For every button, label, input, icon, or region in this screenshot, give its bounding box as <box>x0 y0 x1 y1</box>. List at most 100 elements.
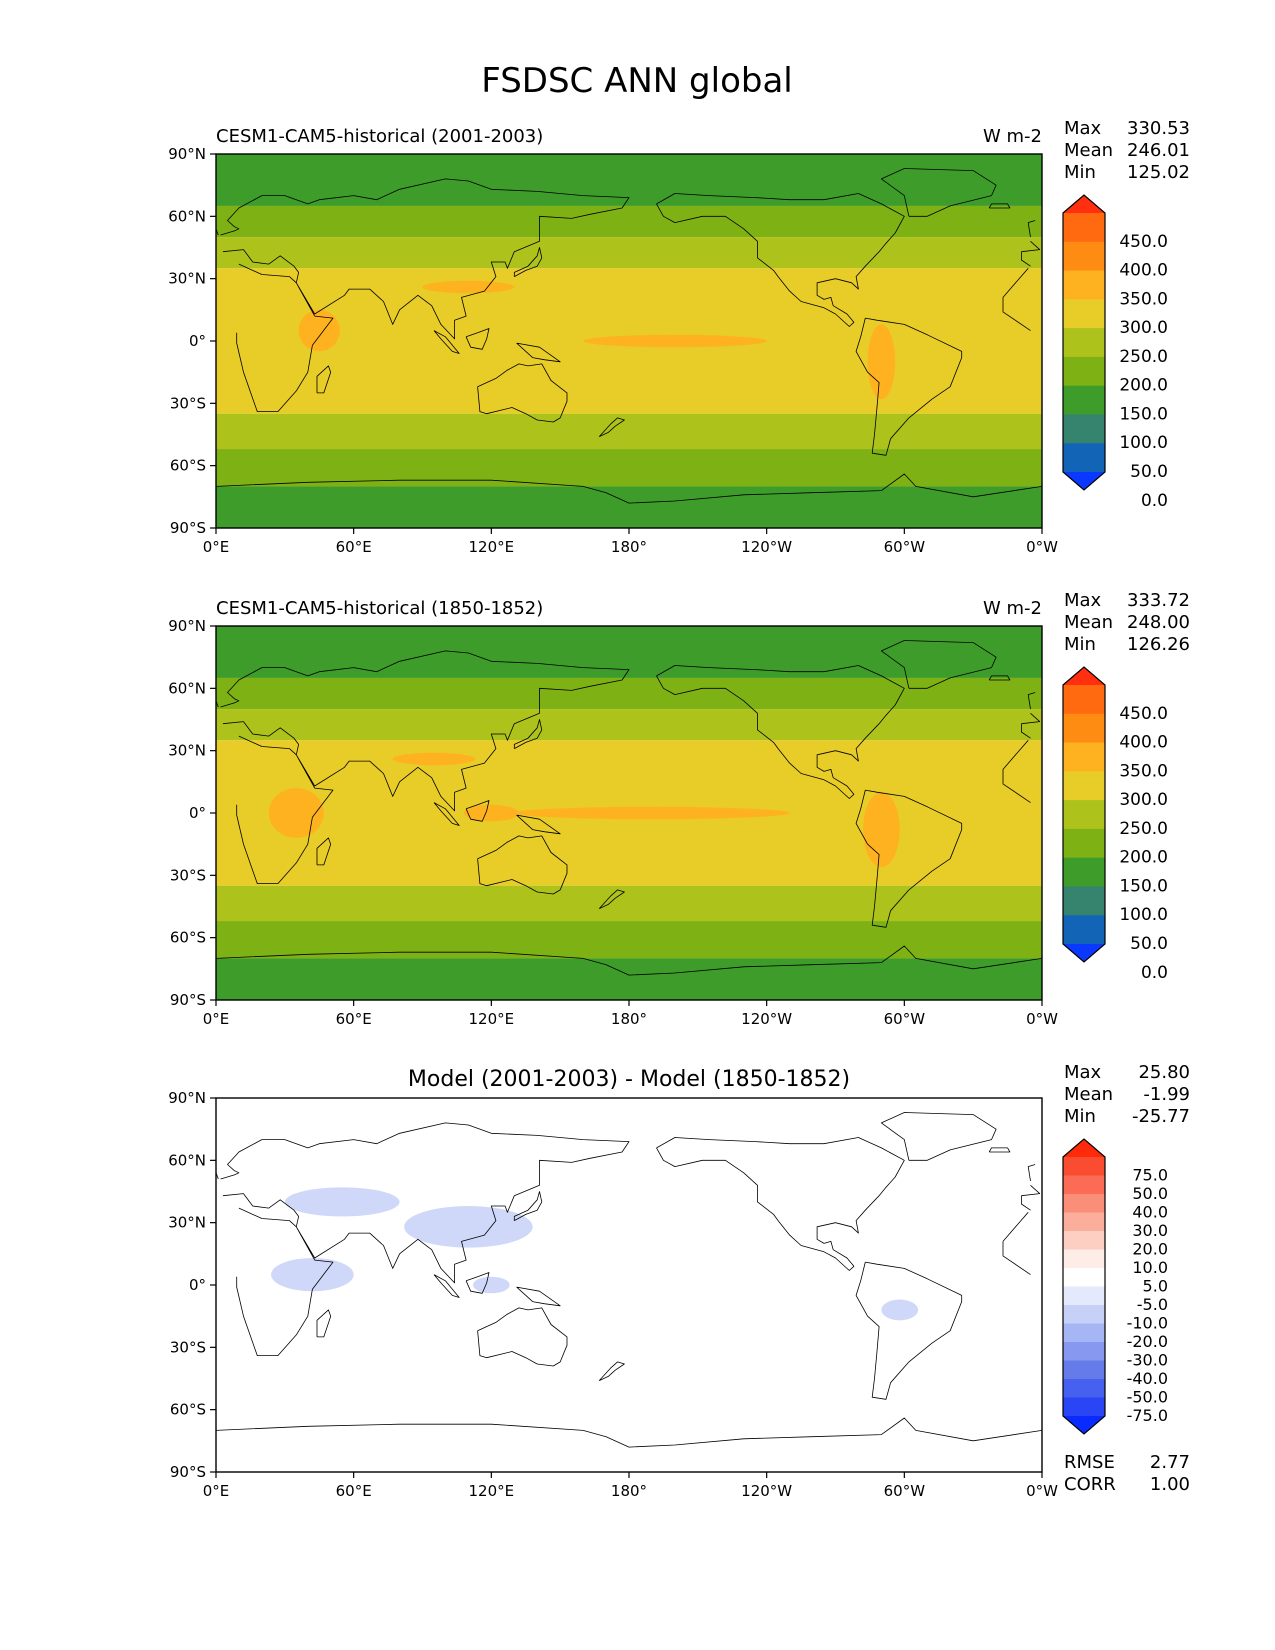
colorbar-label: 5.0 <box>1143 1277 1168 1296</box>
x-tick-label: 60°E <box>336 538 372 556</box>
y-tick-label: 90°S <box>170 519 206 537</box>
field-region <box>271 1257 354 1292</box>
field-region <box>583 334 767 348</box>
colorbar-label: 75.0 <box>1132 1166 1168 1185</box>
stat-value: 25.80 <box>1138 1062 1190 1083</box>
colorbar-label: 200.0 <box>1119 848 1168 868</box>
colorbar-label: 350.0 <box>1119 289 1168 309</box>
y-tick-label: 60°S <box>170 1401 206 1419</box>
colorbar-label: 400.0 <box>1119 733 1168 753</box>
panel-title: CESM1-CAM5-historical (1850-1852) <box>216 598 543 619</box>
map-panel-1: 0°E 60°E 120°E 180° 120°W 60°W 0°W 90°N 60°N 30°N… <box>168 118 1190 556</box>
field-region <box>867 324 896 400</box>
colorbar-swatch <box>1063 886 1105 916</box>
colorbar-label: 400.0 <box>1119 261 1168 281</box>
colorbar-label: 450.0 <box>1119 232 1168 252</box>
colorbar-label: 100.0 <box>1119 905 1168 925</box>
colorbar-extend-low <box>1063 944 1105 962</box>
field-region <box>472 1276 510 1294</box>
field-region <box>268 788 324 838</box>
zonal-band <box>216 921 1042 959</box>
map-field <box>216 154 1042 528</box>
panel-title: Model (2001-2003) - Model (1850-1852) <box>408 1067 850 1092</box>
stat-label: Mean <box>1064 140 1113 161</box>
coastlines <box>216 640 1042 976</box>
panels: 0°E 60°E 120°E 180° 120°W 60°W 0°W 90°N 60°N 30°N… <box>168 118 1190 1500</box>
colorbar-swatch <box>1063 1397 1105 1417</box>
colorbar-swatch <box>1063 828 1105 859</box>
colorbar-label: 300.0 <box>1119 790 1168 810</box>
stat-label: Max <box>1064 1062 1102 1083</box>
colorbar-label: 10.0 <box>1132 1258 1168 1277</box>
stat-value: 330.53 <box>1127 118 1190 139</box>
stat-value: 333.72 <box>1127 590 1190 611</box>
stat-value: -25.77 <box>1132 1106 1190 1127</box>
colorbar-label: 40.0 <box>1132 1203 1168 1222</box>
y-tick-label: 90°S <box>170 1463 206 1481</box>
colorbar-label: 200.0 <box>1119 376 1168 396</box>
stat-label: Min <box>1064 634 1096 655</box>
colorbar-label: -5.0 <box>1137 1295 1168 1314</box>
x-tick-label: 60°W <box>884 1010 926 1028</box>
colorbar-swatch <box>1063 857 1105 887</box>
y-tick-label: 0° <box>189 804 206 822</box>
colorbar-swatch <box>1063 742 1105 772</box>
x-tick-label: 0°W <box>1026 538 1058 556</box>
colorbar-swatch <box>1063 1379 1105 1398</box>
colorbar-extend-high <box>1063 195 1105 213</box>
panel-title: CESM1-CAM5-historical (2001-2003) <box>216 126 543 147</box>
y-tick-label: 90°N <box>168 1089 206 1107</box>
colorbar-swatch <box>1063 771 1105 801</box>
colorbar-label: 300.0 <box>1119 318 1168 338</box>
stat-label: Max <box>1064 118 1102 139</box>
colorbar-swatch <box>1063 1249 1105 1269</box>
stat-value: 125.02 <box>1127 162 1190 183</box>
colorbar-label: -75.0 <box>1127 1406 1168 1425</box>
colorbar-label: 350.0 <box>1119 761 1168 781</box>
y-tick-label: 90°S <box>170 991 206 1009</box>
x-tick-label: 0°W <box>1026 1010 1058 1028</box>
figure-title: FSDSC ANN global <box>481 61 792 101</box>
colorbar-swatch <box>1063 328 1105 358</box>
colorbar-swatch <box>1063 1194 1105 1213</box>
zonal-band <box>216 885 1042 922</box>
colorbar-extend-low <box>1063 1416 1105 1434</box>
colorbar-swatch <box>1063 1212 1105 1232</box>
colorbar: 75.050.040.030.020.010.05.0-5.0-10.0-20.… <box>1062 1138 1168 1435</box>
y-tick-label: 0° <box>189 1276 206 1294</box>
field-region <box>863 792 900 868</box>
colorbar-swatch <box>1063 299 1105 329</box>
map-panel-3: 0°E 60°E 120°E 180° 120°W 60°W 0°W 90°N 60°N 30°N… <box>168 1062 1190 1500</box>
field-region <box>284 1187 400 1217</box>
colorbar-swatch <box>1063 1268 1105 1287</box>
stat-label: Min <box>1064 162 1096 183</box>
y-tick-label: 60°N <box>168 679 206 697</box>
colorbar-swatch <box>1063 685 1105 715</box>
x-tick-label: 0°E <box>203 538 230 556</box>
x-tick-label: 0°E <box>203 1482 230 1500</box>
colorbar-label: -30.0 <box>1127 1351 1168 1370</box>
stat-label: Mean <box>1064 1084 1113 1105</box>
x-tick-label: 120°E <box>469 1010 515 1028</box>
field-region <box>392 752 476 766</box>
y-tick-label: 30°N <box>168 742 206 760</box>
zonal-band <box>216 486 1042 528</box>
colorbar-extend-high <box>1063 1139 1105 1157</box>
map-field <box>216 626 1042 1000</box>
colorbar-label: 50.0 <box>1130 934 1168 954</box>
stat-label: RMSE <box>1064 1452 1115 1473</box>
colorbar-extend-low <box>1063 472 1105 490</box>
colorbar-swatch <box>1063 713 1105 744</box>
stat-label: Mean <box>1064 612 1113 633</box>
colorbar-label: 100.0 <box>1119 433 1168 453</box>
map-field <box>216 1098 1042 1472</box>
colorbar-swatch <box>1063 1360 1105 1380</box>
field-region <box>422 280 515 294</box>
y-tick-label: 30°S <box>170 1338 206 1356</box>
colorbar-label: 0.0 <box>1141 491 1168 511</box>
colorbar: 450.0 400.0 350.0 300.0 250.0 200.0 150.0 100.0… <box>1062 666 1168 983</box>
stat-value: 2.77 <box>1150 1452 1190 1473</box>
colorbar-label: -40.0 <box>1127 1369 1168 1388</box>
stat-value: 248.00 <box>1127 612 1190 633</box>
